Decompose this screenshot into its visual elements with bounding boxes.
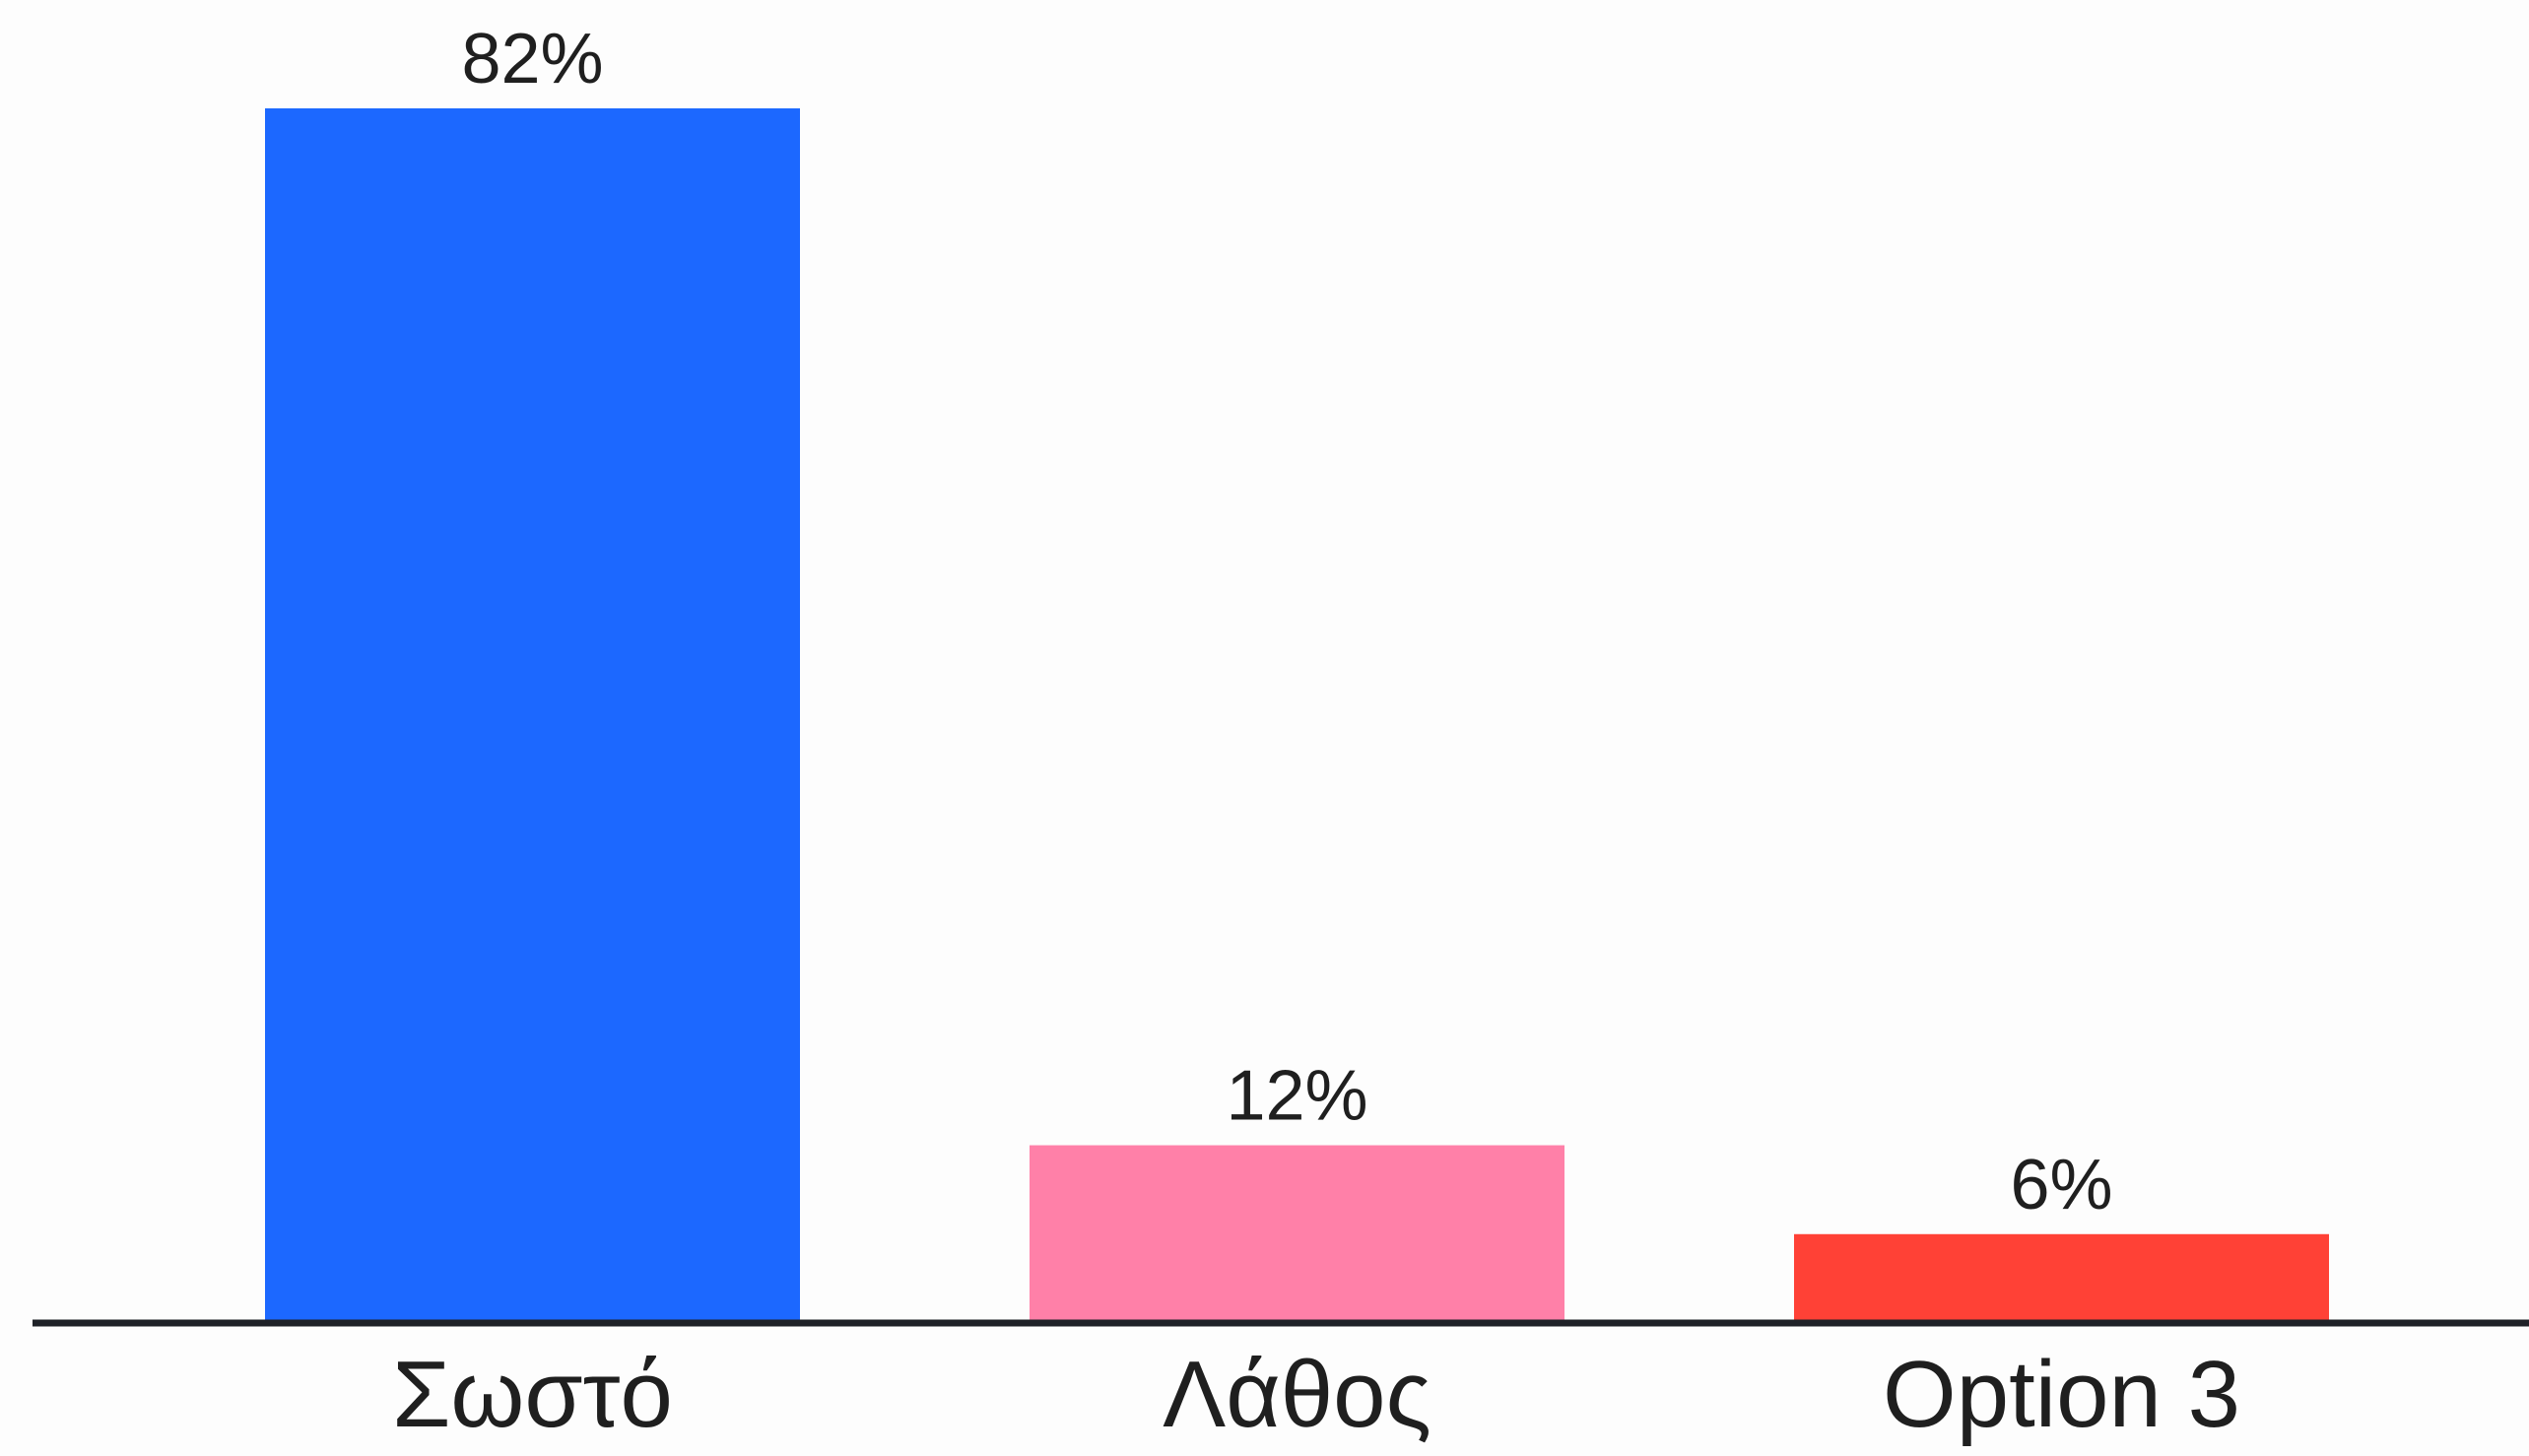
value-label-1: 82% bbox=[461, 20, 603, 99]
value-labels-layer: 82% 12% 6% bbox=[461, 20, 2112, 1224]
category-label-1: Σωστό bbox=[392, 1342, 673, 1447]
bar-1 bbox=[265, 108, 800, 1323]
value-label-2: 12% bbox=[1226, 1057, 1367, 1136]
category-label-3: Option 3 bbox=[1883, 1342, 2240, 1447]
bar-3 bbox=[1794, 1233, 2329, 1323]
bars-layer bbox=[265, 108, 2329, 1323]
category-label-2: Λάθος bbox=[1163, 1342, 1431, 1447]
category-labels-layer: Σωστό Λάθος Option 3 bbox=[392, 1342, 2240, 1447]
bar-2 bbox=[1030, 1145, 1564, 1323]
value-label-3: 6% bbox=[2010, 1146, 2112, 1224]
